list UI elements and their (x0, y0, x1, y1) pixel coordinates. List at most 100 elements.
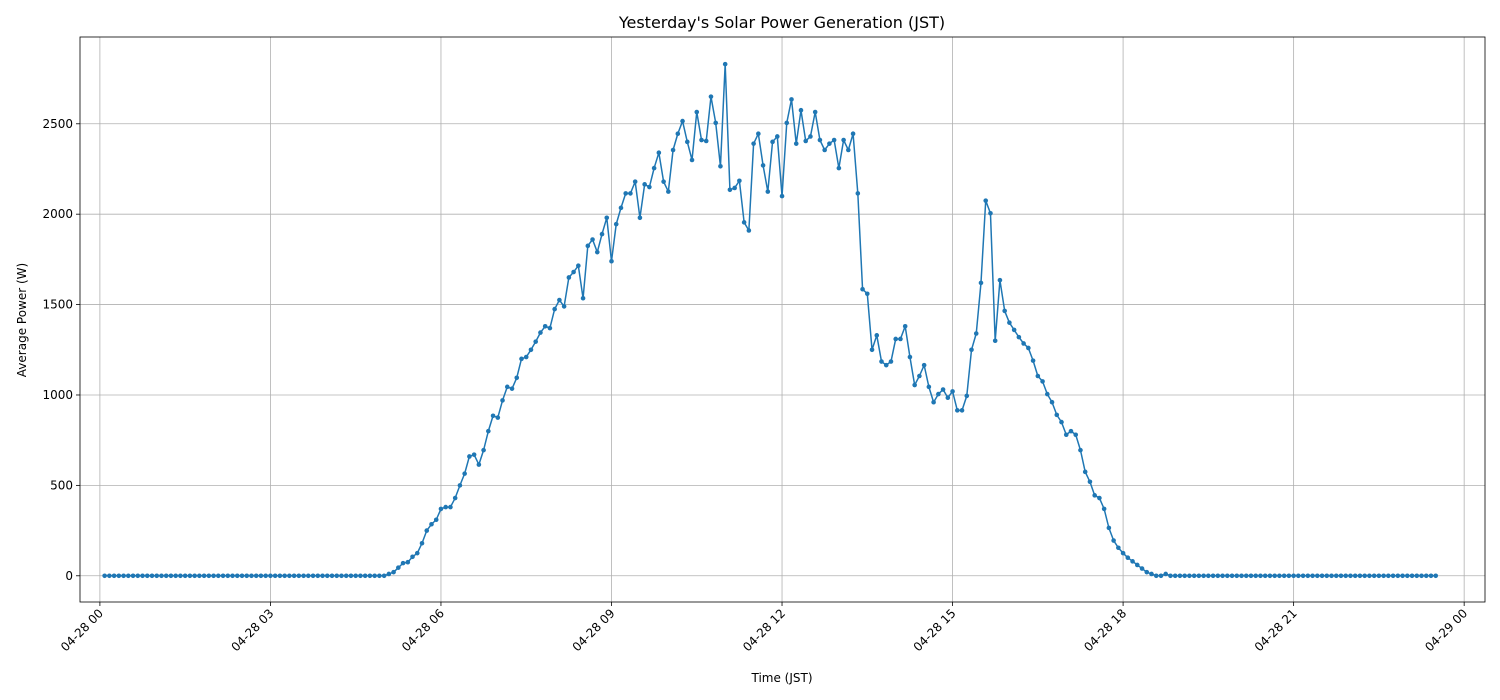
data-point (519, 356, 524, 362)
data-point (362, 573, 368, 579)
data-point (628, 191, 633, 196)
data-point (367, 573, 373, 579)
data-point (670, 147, 676, 153)
data-point (414, 550, 420, 556)
data-point (1225, 573, 1230, 579)
data-point (1097, 495, 1102, 501)
data-point (869, 347, 875, 353)
data-point (244, 573, 250, 579)
data-point (1381, 573, 1386, 579)
data-point (666, 189, 671, 194)
data-point (343, 573, 349, 579)
data-point (1329, 573, 1334, 579)
data-point (1267, 573, 1273, 579)
data-point (864, 291, 870, 297)
data-point (154, 573, 160, 579)
data-point (874, 333, 880, 338)
data-point (623, 191, 628, 196)
x-axis-label: Time (JST) (750, 671, 812, 685)
data-point (187, 573, 193, 579)
data-point (590, 237, 595, 242)
data-point (756, 131, 761, 137)
data-point (1196, 573, 1202, 579)
data-point (751, 141, 756, 146)
data-point (135, 573, 141, 579)
data-point (528, 347, 534, 353)
data-point (1243, 573, 1249, 579)
data-point (192, 573, 197, 579)
data-point (1163, 571, 1169, 577)
data-point (808, 134, 813, 139)
data-point (737, 178, 742, 184)
data-point (481, 447, 486, 453)
y-tick-label: 2000 (42, 207, 73, 221)
data-point (211, 573, 216, 579)
data-point (689, 157, 695, 163)
data-point (1300, 573, 1306, 579)
data-point (206, 573, 212, 579)
data-point (1362, 573, 1367, 579)
data-point (1286, 573, 1292, 579)
data-point (718, 163, 723, 169)
data-point (429, 521, 434, 527)
data-point (1419, 573, 1424, 579)
data-point (253, 573, 259, 579)
data-point (116, 573, 122, 579)
data-point (263, 573, 268, 579)
data-point (258, 573, 264, 579)
data-point (1177, 573, 1183, 579)
data-point (1139, 566, 1145, 571)
data-point (334, 573, 340, 579)
data-point (1011, 327, 1017, 333)
data-point (348, 573, 354, 579)
data-point (931, 399, 936, 405)
data-point (1414, 573, 1420, 579)
data-point (713, 120, 719, 126)
data-point (675, 131, 681, 137)
data-point (955, 408, 960, 413)
data-point (1092, 493, 1097, 498)
data-series (102, 61, 1439, 579)
data-point (149, 573, 155, 579)
data-point (1215, 573, 1221, 579)
data-point (1106, 525, 1112, 531)
data-point (424, 528, 430, 533)
data-point (400, 560, 406, 566)
y-axis-ticks: 0 500 1000 1500 2000 2500 (42, 117, 80, 583)
data-point (1182, 573, 1187, 579)
data-point (1229, 573, 1235, 579)
data-point (959, 408, 965, 413)
data-point (249, 573, 254, 579)
y-axis-label: Average Power (W) (15, 263, 29, 377)
data-point (220, 573, 226, 579)
data-point (680, 118, 685, 124)
data-point (1390, 573, 1396, 579)
data-point (936, 391, 941, 397)
data-point (997, 277, 1003, 283)
data-point (1357, 573, 1363, 579)
data-point (604, 215, 610, 221)
data-point (566, 275, 572, 280)
data-point (197, 573, 202, 579)
data-point (547, 325, 553, 331)
data-point (1158, 573, 1164, 579)
data-point (230, 573, 235, 579)
data-point (552, 306, 557, 312)
data-point (950, 389, 955, 394)
data-point (377, 573, 382, 579)
data-point (1002, 308, 1007, 314)
data-point (703, 138, 709, 144)
data-point (973, 331, 979, 336)
data-point (684, 139, 690, 145)
data-point (1168, 573, 1173, 579)
data-point (1201, 573, 1206, 579)
data-point (291, 573, 297, 579)
data-point (1063, 432, 1069, 438)
data-point (1428, 573, 1434, 579)
data-point (102, 573, 107, 579)
data-point (1130, 559, 1135, 564)
data-point (836, 165, 842, 171)
data-point (883, 362, 889, 368)
data-point (912, 382, 917, 388)
data-point (1082, 469, 1088, 475)
